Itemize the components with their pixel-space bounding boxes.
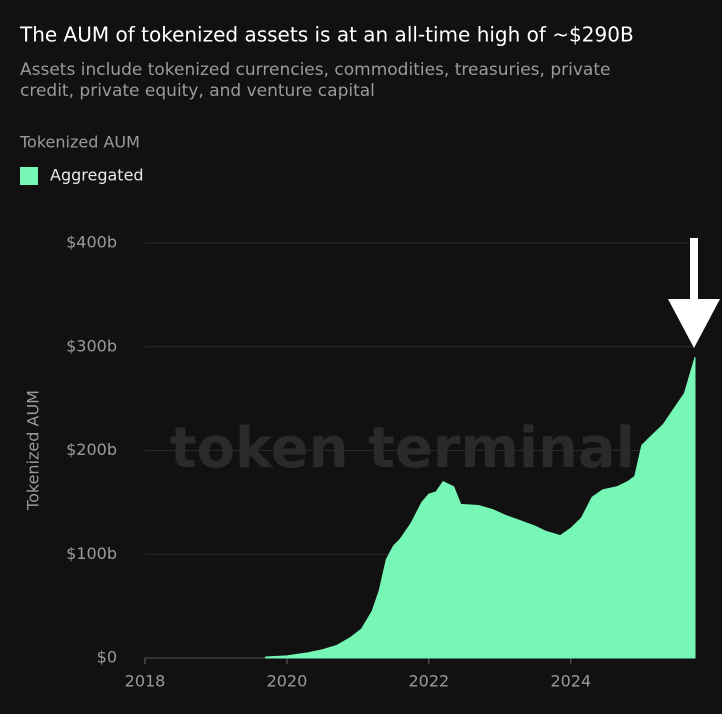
y-axis-label: Tokenized AUM xyxy=(24,390,43,511)
legend-swatch xyxy=(20,167,38,185)
x-tick-label: 2020 xyxy=(267,672,308,691)
area xyxy=(265,356,696,659)
plot: $0 $100b $200b $300b $400b 2018 2020 2022 2024 xyxy=(66,233,696,691)
y-tick-label: $100b xyxy=(66,544,117,563)
y-tick-label: $300b xyxy=(66,336,117,355)
x-tick-label: 2024 xyxy=(550,672,591,691)
legend-label: Aggregated xyxy=(50,166,144,185)
x-tick-label: 2018 xyxy=(125,672,166,691)
subtitle-line: Assets include tokenized currencies, com… xyxy=(20,60,610,80)
y-tick-label: $200b xyxy=(66,440,117,459)
chart-title: The AUM of tokenized assets is at an all… xyxy=(19,23,634,47)
arrow xyxy=(668,238,720,348)
subtitle-line: credit, private equity, and venture capi… xyxy=(20,81,375,101)
x-tick-label: 2022 xyxy=(409,672,450,691)
watermark: token terminal. xyxy=(170,416,656,481)
y-tick-label: $0 xyxy=(97,648,117,667)
y-tick-label: $400b xyxy=(66,233,117,252)
chart-subtitle: Assets include tokenized currencies, com… xyxy=(20,60,610,101)
legend-title: Tokenized AUM xyxy=(19,133,140,152)
